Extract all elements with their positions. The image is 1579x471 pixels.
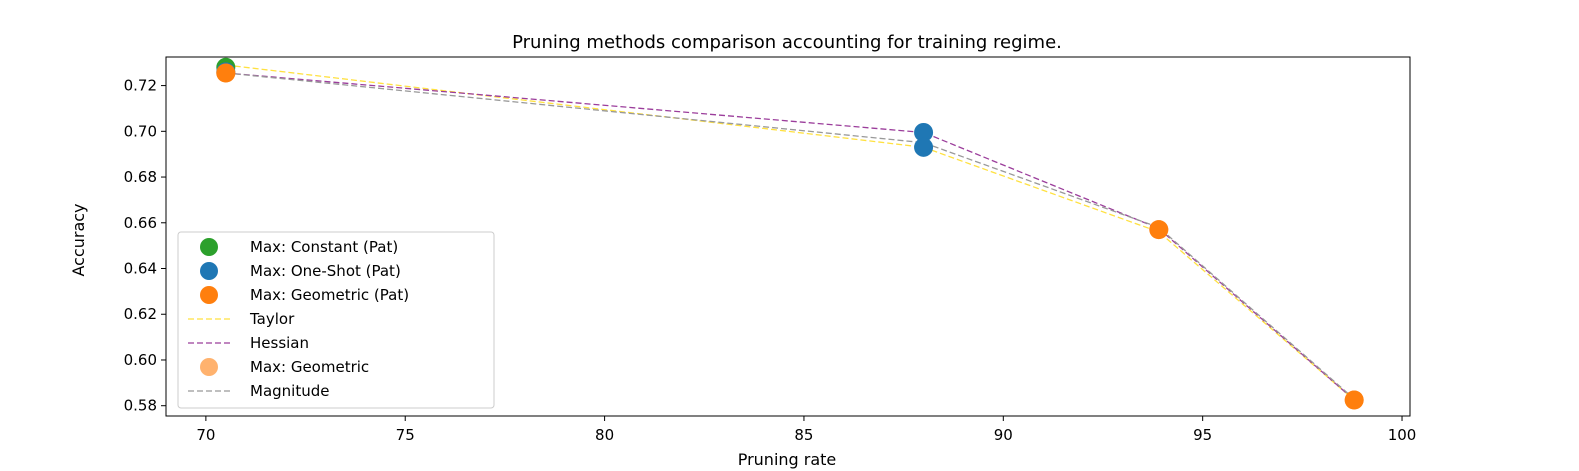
x-tick-label: 95 — [1193, 426, 1212, 444]
x-tick-label: 90 — [994, 426, 1013, 444]
x-tick-label: 85 — [794, 426, 813, 444]
legend-point-marker — [200, 262, 218, 280]
y-tick-label: 0.58 — [124, 397, 157, 415]
legend-label: Max: Geometric (Pat) — [250, 286, 409, 304]
legend-label: Magnitude — [250, 382, 329, 400]
legend-label: Max: One-Shot (Pat) — [250, 262, 401, 280]
series-line-4 — [225, 72, 1355, 401]
y-tick-label: 0.64 — [124, 260, 157, 278]
data-point — [1149, 220, 1169, 240]
legend-box — [177, 231, 495, 409]
series-line-3 — [225, 64, 1355, 401]
data-point — [914, 122, 934, 142]
legend-label: Max: Geometric — [250, 358, 369, 376]
legend-point-marker — [200, 286, 218, 304]
x-tick-label: 75 — [396, 426, 415, 444]
data-point — [1344, 390, 1364, 410]
legend-point-marker — [200, 238, 218, 256]
y-tick-label: 0.68 — [124, 168, 157, 186]
y-tick-label: 0.72 — [124, 77, 157, 95]
y-axis: 0.58 0.60 0.62 0.64 0.66 0.68 0.70 0.72 — [124, 77, 166, 415]
legend-label: Taylor — [249, 310, 295, 328]
legend-point-marker — [200, 358, 218, 376]
y-tick-label: 0.62 — [124, 305, 157, 323]
series-lines — [225, 64, 1355, 401]
series-line-6 — [225, 72, 1355, 400]
legend-label: Hessian — [250, 334, 309, 352]
series-points — [216, 57, 1364, 410]
chart-title: Pruning methods comparison accounting fo… — [512, 32, 1062, 53]
data-point — [914, 137, 934, 157]
x-axis-label: Pruning rate — [738, 450, 837, 469]
legend: Max: Constant (Pat) Max: One-Shot (Pat) Ma… — [177, 231, 495, 409]
x-tick-label: 70 — [196, 426, 215, 444]
data-point — [216, 63, 236, 83]
y-tick-label: 0.66 — [124, 214, 157, 232]
x-axis: 70 75 80 85 90 95 100 — [196, 416, 1416, 444]
y-tick-label: 0.70 — [124, 122, 157, 140]
x-tick-label: 80 — [595, 426, 614, 444]
x-tick-label: 100 — [1388, 426, 1417, 444]
legend-label: Max: Constant (Pat) — [250, 238, 398, 256]
y-axis-label: Accuracy — [69, 203, 88, 276]
y-tick-label: 0.60 — [124, 351, 157, 369]
